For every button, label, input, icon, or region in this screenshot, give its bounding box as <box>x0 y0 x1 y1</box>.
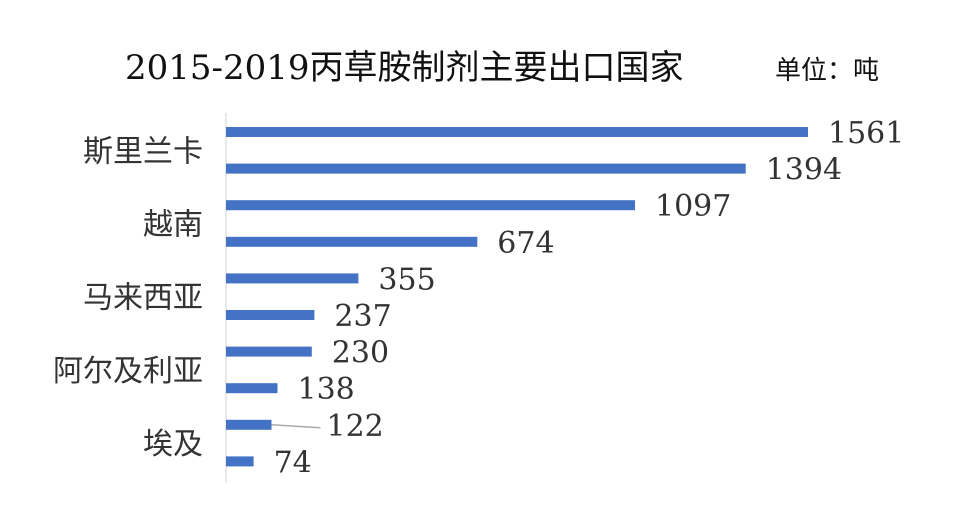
data-label: 1394 <box>766 153 842 188</box>
bar <box>226 163 746 174</box>
bar <box>226 273 359 284</box>
category-label: 埃及 <box>143 427 203 462</box>
leader-line <box>271 424 321 429</box>
category-label: 马来西亚 <box>83 281 203 316</box>
bar <box>226 200 635 211</box>
unit-label: 单位：吨 <box>775 56 879 86</box>
bar <box>226 419 272 430</box>
data-label: 1561 <box>828 116 904 151</box>
data-label: 74 <box>274 445 312 480</box>
category-label: 越南 <box>143 208 203 243</box>
bar <box>226 236 478 247</box>
data-label: 237 <box>334 299 391 334</box>
category-label: 阿尔及利亚 <box>53 354 203 389</box>
bar <box>226 346 312 357</box>
bar <box>226 310 315 320</box>
category-label: 斯里兰卡 <box>83 134 203 169</box>
data-label: 122 <box>327 409 384 444</box>
data-label: 674 <box>497 226 554 261</box>
data-label: 138 <box>298 372 355 407</box>
data-label: 1097 <box>655 189 731 224</box>
chart-title: 2015-2019丙草胺制剂主要出口国家 <box>125 48 684 88</box>
bar <box>226 127 808 137</box>
data-label: 355 <box>378 262 435 297</box>
bar <box>226 456 254 467</box>
bar <box>226 383 278 394</box>
data-label: 230 <box>332 336 389 371</box>
